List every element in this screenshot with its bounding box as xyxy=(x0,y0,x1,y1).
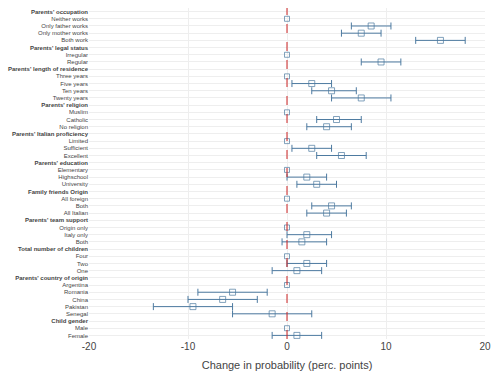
svg-text:Elementary: Elementary xyxy=(58,167,88,173)
svg-text:Ten years: Ten years xyxy=(62,88,88,94)
svg-text:0: 0 xyxy=(284,341,290,352)
svg-text:Muslim: Muslim xyxy=(69,109,88,115)
svg-text:Male: Male xyxy=(75,325,89,331)
svg-text:All Italian: All Italian xyxy=(64,210,88,216)
svg-text:Only mother works: Only mother works xyxy=(38,30,88,36)
svg-text:Sufficient: Sufficient xyxy=(63,145,88,151)
svg-text:Argentina: Argentina xyxy=(62,282,88,288)
svg-text:Parents' legal status: Parents' legal status xyxy=(30,45,89,51)
svg-text:Parents' religion: Parents' religion xyxy=(41,102,88,108)
svg-text:Irregular: Irregular xyxy=(66,52,88,58)
svg-text:Total number of children: Total number of children xyxy=(18,246,88,252)
svg-text:Regular: Regular xyxy=(67,59,88,65)
svg-text:Family friends Origin: Family friends Origin xyxy=(28,189,88,195)
svg-text:Limited: Limited xyxy=(69,138,88,144)
svg-text:Only father works: Only father works xyxy=(41,23,88,29)
svg-text:University: University xyxy=(62,181,88,187)
svg-text:China: China xyxy=(72,297,88,303)
svg-text:Catholic: Catholic xyxy=(66,117,88,123)
svg-text:Parents' occupation: Parents' occupation xyxy=(31,9,88,15)
svg-text:Three years: Three years xyxy=(56,73,88,79)
svg-text:Parents' length of residence: Parents' length of residence xyxy=(8,66,89,72)
svg-text:Neither works: Neither works xyxy=(51,16,88,22)
svg-text:Parents' team support: Parents' team support xyxy=(25,217,88,223)
svg-text:Origin only: Origin only xyxy=(59,225,88,231)
svg-text:Five years: Five years xyxy=(60,81,88,87)
svg-text:Senegal: Senegal xyxy=(66,311,88,317)
svg-text:Child gender: Child gender xyxy=(51,318,88,324)
svg-text:10: 10 xyxy=(380,341,392,352)
svg-text:Romania: Romania xyxy=(64,289,89,295)
svg-text:Both: Both xyxy=(76,239,88,245)
svg-text:All foreign: All foreign xyxy=(61,196,88,202)
svg-text:Both work: Both work xyxy=(61,37,89,43)
svg-text:Highschool: Highschool xyxy=(58,174,88,180)
svg-text:Two: Two xyxy=(77,261,89,267)
svg-text:Female: Female xyxy=(68,333,89,339)
svg-text:20: 20 xyxy=(479,341,491,352)
svg-text:Parents' country of origin: Parents' country of origin xyxy=(15,275,88,281)
svg-text:Italy only: Italy only xyxy=(64,232,88,238)
svg-text:Four: Four xyxy=(76,253,88,259)
svg-text:Parents' education: Parents' education xyxy=(35,160,89,166)
svg-text:Both: Both xyxy=(76,203,88,209)
svg-text:Change in probability (perc. p: Change in probability (perc. points) xyxy=(202,359,373,371)
svg-text:Twenty years: Twenty years xyxy=(53,95,88,101)
svg-text:-10: -10 xyxy=(181,341,196,352)
svg-text:No religion: No religion xyxy=(59,124,88,130)
svg-text:One: One xyxy=(77,268,89,274)
svg-text:-20: -20 xyxy=(82,341,97,352)
svg-text:Parents' Italian proficiency: Parents' Italian proficiency xyxy=(12,131,89,137)
svg-text:Excellent: Excellent xyxy=(64,153,89,159)
svg-text:Pakistan: Pakistan xyxy=(65,304,88,310)
